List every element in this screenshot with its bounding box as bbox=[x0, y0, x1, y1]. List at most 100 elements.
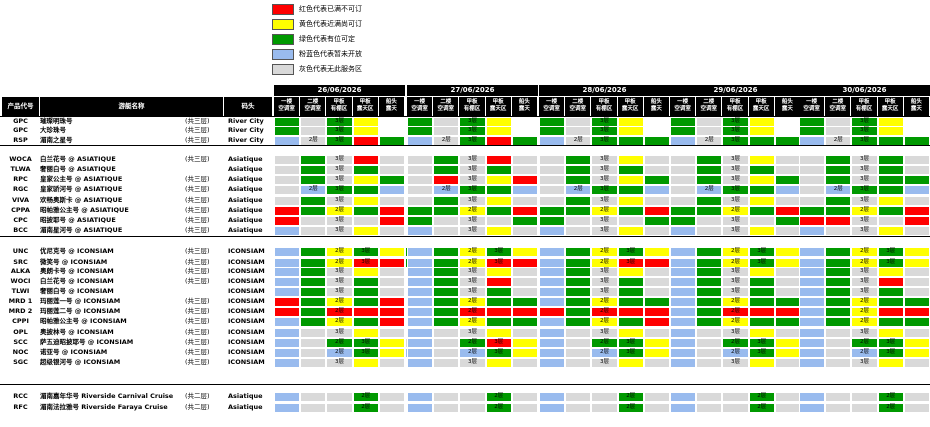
availability-cell bbox=[539, 175, 566, 185]
availability-cell bbox=[300, 155, 327, 165]
availability-cell bbox=[378, 165, 405, 175]
availability-cell bbox=[565, 247, 592, 257]
pier-name: ICONSIAM bbox=[228, 277, 265, 285]
availability-cell bbox=[799, 338, 826, 348]
availability-cell: 3层 bbox=[722, 165, 749, 175]
availability-cell bbox=[825, 226, 852, 236]
availability-cell bbox=[511, 277, 538, 287]
availability-cell bbox=[877, 317, 904, 327]
availability-cell bbox=[407, 403, 434, 413]
availability-cell bbox=[799, 403, 826, 413]
availability-cell bbox=[696, 226, 723, 236]
availability-cell bbox=[539, 287, 566, 297]
availability-cell bbox=[903, 317, 930, 327]
availability-cell bbox=[274, 307, 301, 317]
availability-cell bbox=[433, 403, 460, 413]
availability-cell bbox=[748, 317, 775, 327]
zone-header: 二楼 空调室 bbox=[300, 97, 326, 116]
availability-cell bbox=[539, 185, 566, 195]
availability-cell bbox=[670, 165, 697, 175]
availability-cell bbox=[300, 403, 327, 413]
availability-cell bbox=[670, 216, 697, 226]
availability-cell bbox=[274, 328, 301, 338]
availability-cell: 3层 bbox=[722, 216, 749, 226]
availability-cell bbox=[903, 403, 930, 413]
cruise-name: 超级银河号 @ ICONSIAM bbox=[40, 358, 121, 366]
product-code: WOCA bbox=[9, 155, 32, 163]
availability-cell bbox=[565, 358, 592, 368]
availability-cell: 3层 bbox=[459, 358, 486, 368]
availability-cell bbox=[539, 358, 566, 368]
availability-cell bbox=[696, 126, 723, 136]
cruise-name: 皇家骄河号 @ ASIATIQUE bbox=[40, 185, 123, 193]
availability-cell bbox=[433, 317, 460, 327]
availability-cell: 3层 bbox=[459, 287, 486, 297]
availability-cell bbox=[378, 277, 405, 287]
availability-cell bbox=[274, 185, 301, 195]
product-code: CPC bbox=[13, 216, 28, 224]
availability-cell: 2层 bbox=[748, 403, 775, 413]
availability-cell: 2层 bbox=[326, 206, 353, 216]
availability-cell bbox=[799, 348, 826, 358]
availability-cell bbox=[617, 358, 644, 368]
zone-header: 甲板 露天区 bbox=[877, 97, 903, 116]
availability-cell bbox=[774, 185, 801, 195]
availability-cell bbox=[352, 165, 379, 175]
header-code: 产品代号 bbox=[2, 97, 39, 116]
availability-cell bbox=[774, 226, 801, 236]
availability-cell: 3层 bbox=[748, 247, 775, 257]
pier-name: ICONSIAM bbox=[228, 247, 265, 255]
availability-cell: 2层 bbox=[326, 247, 353, 257]
zone-header: 甲板 有棚区 bbox=[459, 97, 485, 116]
availability-cell bbox=[617, 317, 644, 327]
availability-cell bbox=[722, 403, 749, 413]
legend-label: 粉蓝色代表暂未开放 bbox=[299, 50, 362, 58]
availability-cell: 2层 bbox=[459, 338, 486, 348]
availability-cell bbox=[825, 267, 852, 277]
availability-cell bbox=[433, 277, 460, 287]
availability-cell bbox=[696, 175, 723, 185]
pier-name: ICONSIAM bbox=[228, 307, 265, 315]
availability-cell bbox=[670, 328, 697, 338]
availability-cell bbox=[300, 126, 327, 136]
availability-cell bbox=[903, 216, 930, 226]
product-code: RSP bbox=[13, 136, 28, 144]
availability-cell bbox=[511, 392, 538, 402]
pier-name: Asiatique bbox=[228, 226, 263, 234]
availability-cell: 3层 bbox=[722, 226, 749, 236]
availability-cell: 3层 bbox=[851, 155, 878, 165]
availability-cell bbox=[274, 216, 301, 226]
availability-cell bbox=[565, 328, 592, 338]
availability-cell bbox=[511, 175, 538, 185]
availability-cell bbox=[774, 307, 801, 317]
product-code: MRD 2 bbox=[8, 307, 33, 315]
availability-cell bbox=[485, 155, 512, 165]
availability-cell bbox=[670, 206, 697, 216]
zone-header: 甲板 露天区 bbox=[617, 97, 643, 116]
availability-cell bbox=[485, 287, 512, 297]
availability-cell bbox=[511, 206, 538, 216]
availability-cell bbox=[799, 287, 826, 297]
availability-cell: 3层 bbox=[485, 247, 512, 257]
availability-cell: 3层 bbox=[591, 358, 618, 368]
availability-cell bbox=[877, 358, 904, 368]
availability-cell bbox=[696, 317, 723, 327]
availability-cell bbox=[378, 348, 405, 358]
availability-cell bbox=[643, 185, 670, 195]
cruise-name: 诺亚号 @ ICONSIAM bbox=[40, 348, 108, 356]
availability-cell: 3层 bbox=[326, 216, 353, 226]
availability-cell bbox=[851, 392, 878, 402]
availability-cell bbox=[670, 155, 697, 165]
zone-header: 甲板 有棚区 bbox=[326, 97, 352, 116]
availability-cell: 3层 bbox=[485, 348, 512, 358]
row-separator bbox=[0, 236, 930, 237]
availability-cell bbox=[617, 297, 644, 307]
availability-cell: 2层 bbox=[459, 348, 486, 358]
availability-cell: 2层 bbox=[459, 206, 486, 216]
availability-cell bbox=[799, 196, 826, 206]
availability-cell bbox=[696, 348, 723, 358]
availability-cell: 2层 bbox=[459, 297, 486, 307]
availability-cell: 2层 bbox=[722, 307, 749, 317]
availability-cell bbox=[407, 185, 434, 195]
cruise-name: 湄南法拉雅号 Riverside Faraya Cruise bbox=[40, 403, 168, 411]
